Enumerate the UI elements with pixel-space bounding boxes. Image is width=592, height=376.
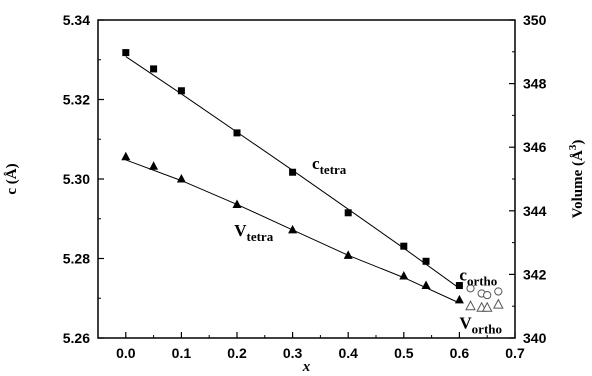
c-tetra-point (150, 65, 158, 73)
x-tick-label: 0.4 (338, 345, 358, 361)
x-tick-label: 0.0 (116, 345, 136, 361)
left-y-tick-label: 5.26 (63, 330, 90, 346)
x-tick-label: 0.1 (172, 345, 192, 361)
x-axis-ticks: 0.0 0.1 0.2 0.3 0.4 0.5 0.6 0.7 (97, 332, 525, 361)
v-ortho-label-sub: ortho (472, 321, 502, 336)
left-y-tick-label: 5.30 (63, 171, 90, 187)
right-y-axis-title-close: ) (570, 140, 586, 145)
V-ortho-point (492, 298, 504, 309)
c-tetra-point (455, 282, 463, 290)
left-y-tick-label: 5.28 (63, 251, 90, 267)
right-y-axis-ticks: 340 342 344 346 348 350 (509, 12, 547, 346)
V-tetra-point (232, 199, 242, 208)
c-ortho-label: cortho (459, 265, 497, 288)
c-tetra-point (344, 209, 352, 217)
x-tick-label: 0.6 (450, 345, 470, 361)
V-tetra-point (421, 280, 431, 290)
left-y-tick-label: 5.34 (63, 12, 90, 28)
v-tetra-label-sub: tetra (247, 229, 274, 244)
right-y-tick-label: 342 (523, 266, 547, 282)
c-tetra-point (422, 257, 430, 265)
right-y-axis-title-sup: 3 (567, 144, 579, 150)
c-tetra-point (177, 87, 185, 95)
x-tick-label: 0.3 (283, 345, 303, 361)
x-tick-label: 0.2 (227, 345, 247, 361)
c-tetra-point (289, 168, 297, 176)
right-y-axis-title: Volume (Å3) (567, 140, 586, 219)
V-ortho-point (465, 300, 476, 311)
c-tetra-point (233, 129, 241, 137)
right-y-axis-title-main: Volume (Å (570, 150, 586, 218)
right-y-tick-label: 350 (523, 12, 547, 28)
right-y-tick-label: 340 (523, 330, 547, 346)
right-y-tick-label: 346 (523, 139, 547, 155)
c-ortho-point (494, 287, 503, 296)
c-ortho-point (466, 284, 475, 293)
data-markers (121, 49, 504, 312)
V-tetra-point (121, 151, 131, 161)
left-y-tick-label: 5.32 (63, 92, 90, 108)
c-tetra-point (400, 242, 408, 250)
c-tetra-label-main: c (312, 154, 320, 173)
plot-frame (97, 19, 516, 339)
v-ortho-label: Vortho (459, 313, 502, 336)
x-tick-label: 0.5 (394, 345, 414, 361)
V-tetra-point (454, 294, 464, 304)
left-y-axis-title: c (Å) (4, 163, 20, 194)
c-tetra-label: ctetra (312, 154, 347, 177)
c-tetra-point (122, 49, 130, 57)
V-tetra-point (399, 270, 409, 280)
V-tetra-point (176, 174, 186, 183)
c-ortho-label-main: c (459, 265, 467, 284)
v-ortho-label-main: V (459, 313, 472, 332)
V-tetra-point (288, 224, 298, 234)
c-ortho-label-sub: ortho (467, 273, 497, 288)
fit-lines (125, 56, 460, 304)
right-y-tick-label: 344 (523, 203, 547, 219)
v-tetra-label-main: V (234, 221, 247, 240)
right-y-tick-label: 348 (523, 76, 547, 92)
x-axis-title: x (302, 359, 311, 375)
left-y-axis-ticks: 5.26 5.28 5.30 5.32 5.34 (63, 12, 104, 346)
c-tetra-label-sub: tetra (320, 162, 347, 177)
V-tetra-point (149, 161, 159, 170)
V-ortho-point (481, 301, 493, 312)
v-tetra-label: Vtetra (234, 221, 273, 244)
c-ortho-point (483, 290, 492, 300)
x-tick-label: 0.7 (505, 345, 525, 361)
V-tetra-point (343, 250, 353, 259)
